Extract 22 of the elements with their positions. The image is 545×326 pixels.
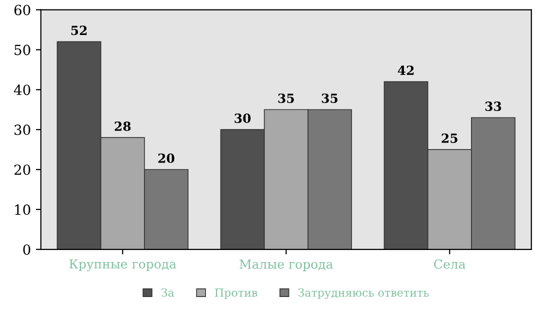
y-tick-label: 20 xyxy=(14,164,30,175)
legend-label: Против xyxy=(215,288,258,299)
legend-label: Затрудняюсь ответить xyxy=(298,288,429,300)
data-label: 30 xyxy=(234,114,251,123)
legend-label: За xyxy=(161,288,174,297)
data-label: 25 xyxy=(442,134,458,143)
x-tick-label: Крупные города xyxy=(69,259,176,272)
y-tick-label: 0 xyxy=(23,244,30,255)
data-label: 33 xyxy=(485,102,502,112)
data-label: 52 xyxy=(71,26,87,36)
y-tick-label: 60 xyxy=(14,4,30,16)
y-tick-label: 30 xyxy=(14,124,30,136)
data-label: 28 xyxy=(114,122,131,131)
data-label: 35 xyxy=(322,94,338,104)
data-label: 20 xyxy=(158,153,174,163)
x-tick-label: Малые города xyxy=(240,259,333,272)
y-tick-label: 10 xyxy=(15,204,30,215)
y-tick-label: 40 xyxy=(14,84,30,96)
data-label: 35 xyxy=(278,94,294,104)
x-tick-label: Села xyxy=(434,259,466,269)
data-label: 42 xyxy=(398,66,414,75)
y-tick-label: 50 xyxy=(14,44,30,56)
